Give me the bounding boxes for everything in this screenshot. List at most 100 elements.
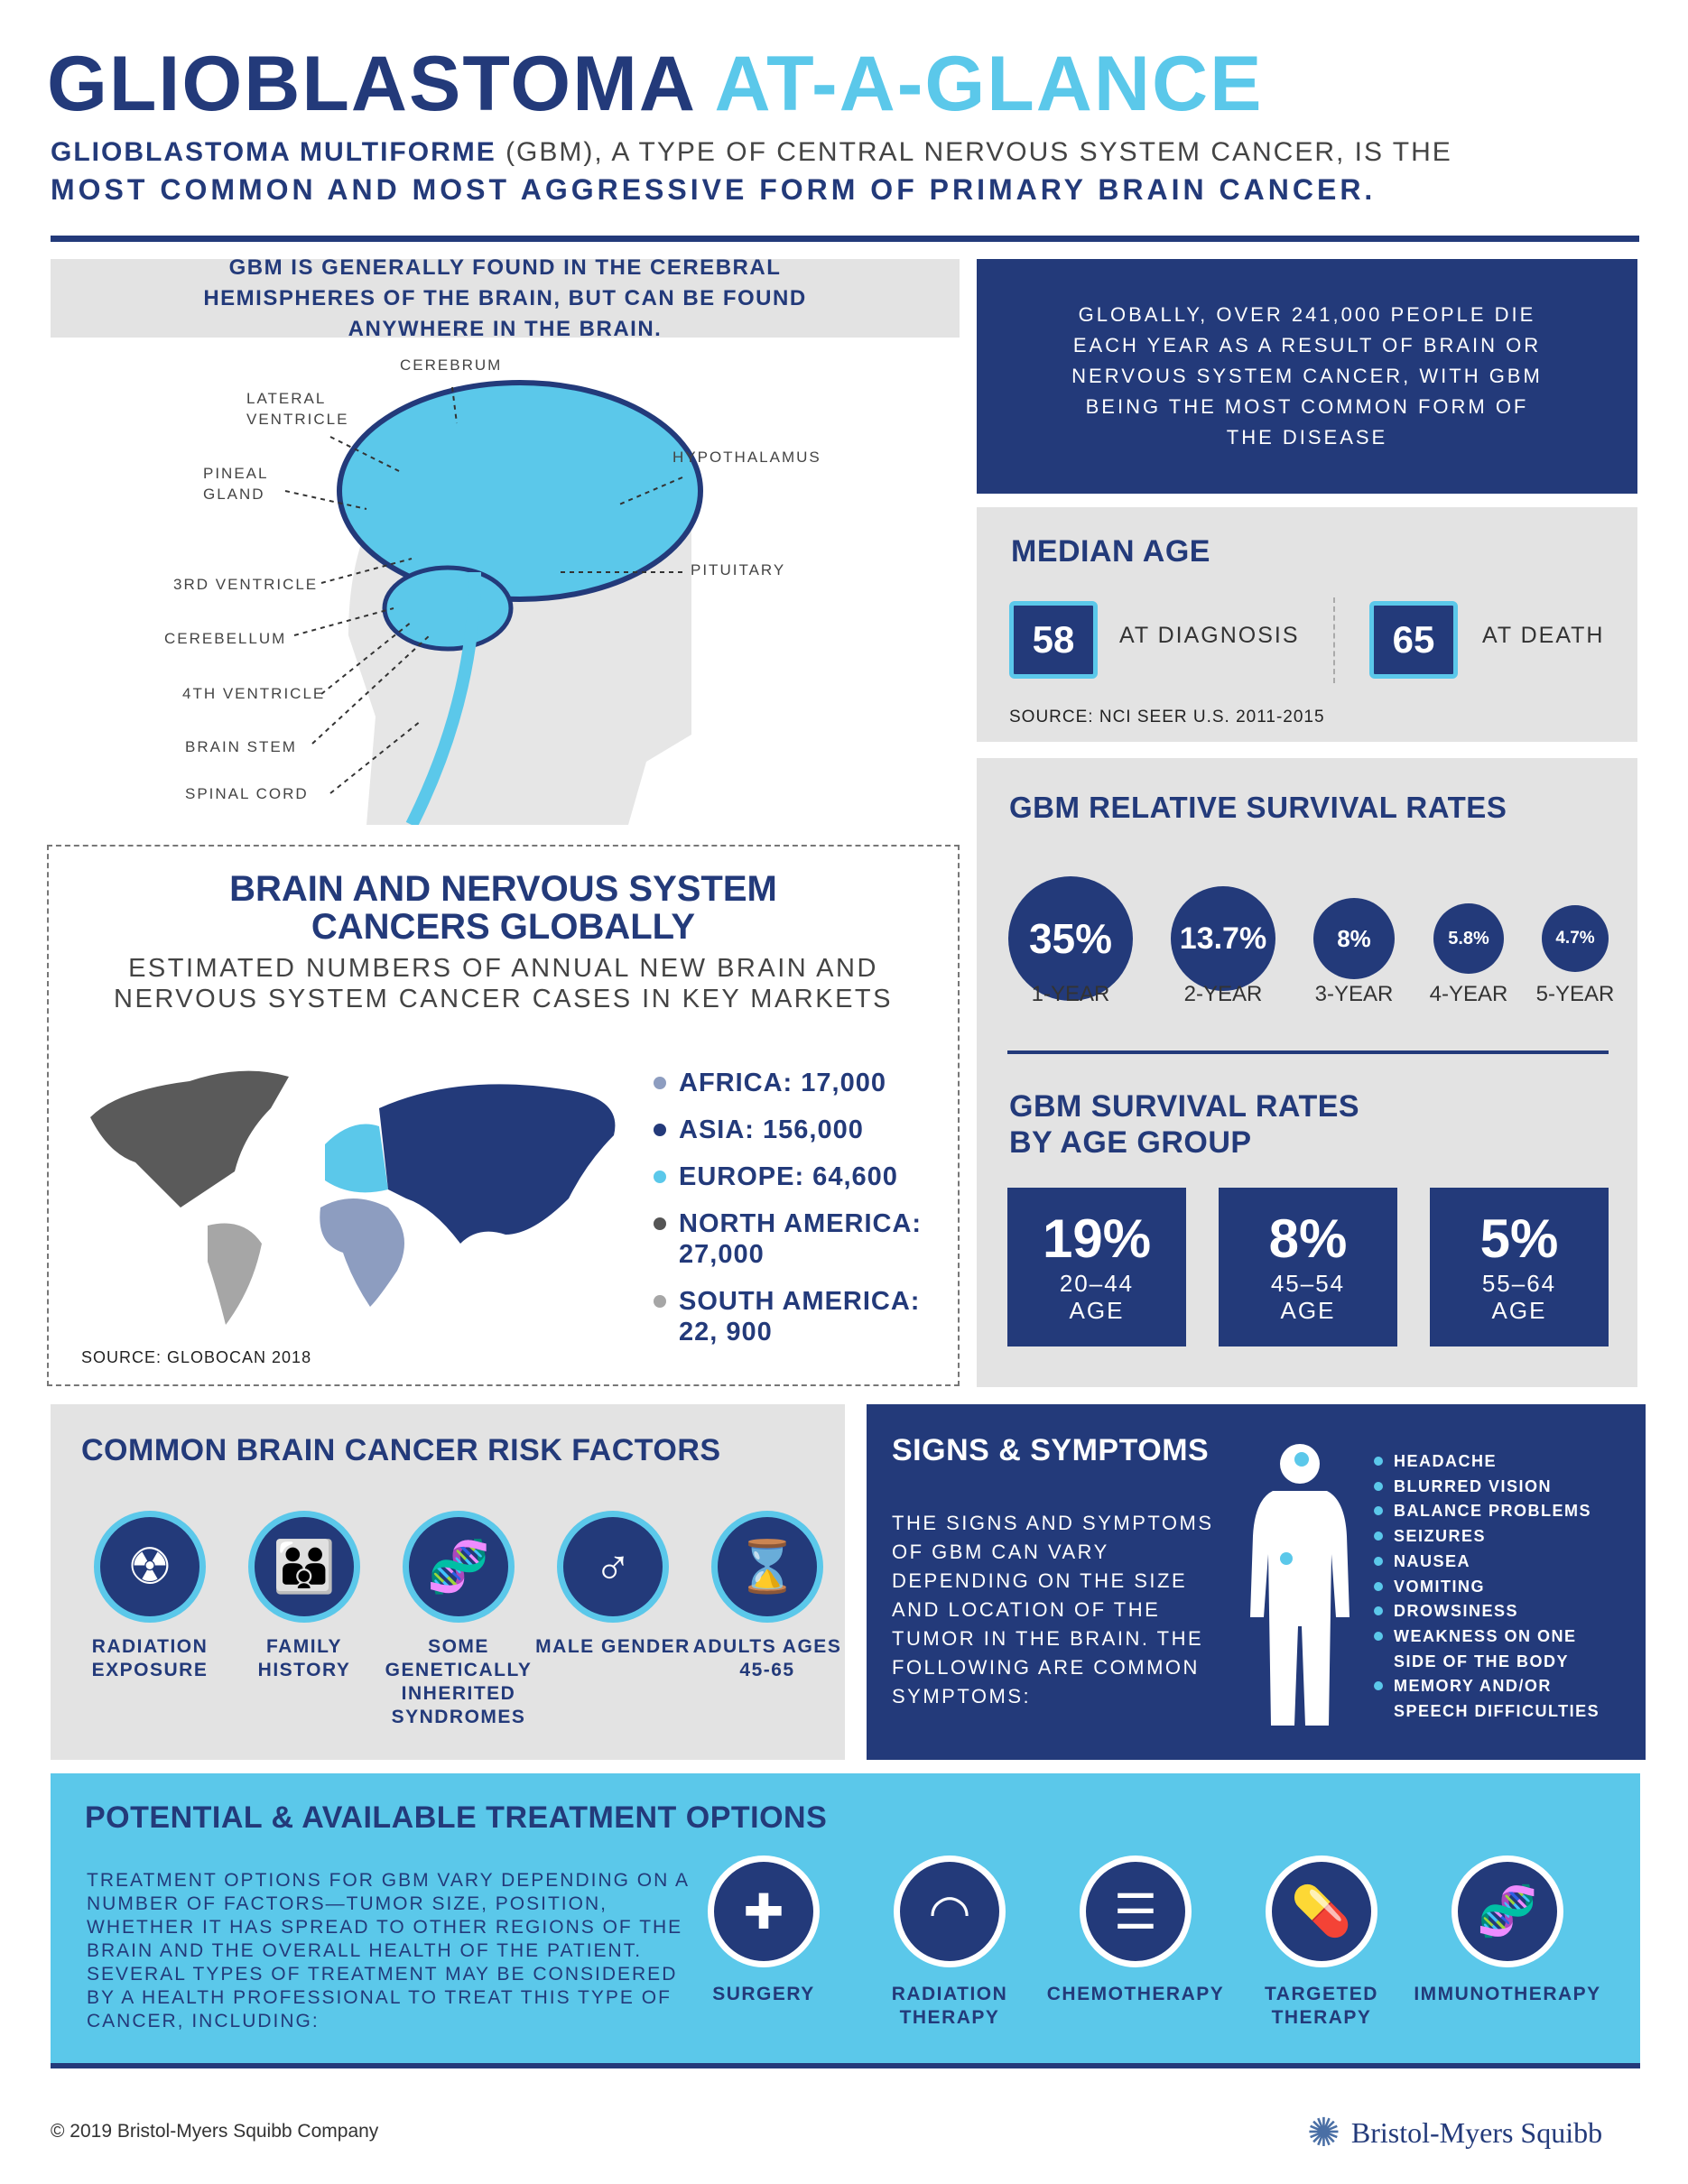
label-cerebrum: CEREBRUM [400,356,503,374]
separator [1333,597,1335,683]
legend-label: SOUTH AMERICA: 22, 900 [679,1287,921,1346]
subtitle-line1: GLIOBLASTOMA MULTIFORME (GBM), A TYPE OF… [51,137,1452,167]
treatment-text: TREATMENT OPTIONS FOR GBM VARY DEPENDING… [87,1870,689,2031]
dna-icon: 🧬 [403,1511,515,1623]
calendar-death-icon: 65 [1369,601,1458,679]
median-age-panel: MEDIAN AGE 58 AT DIAGNOSIS 65 AT DEATH S… [977,507,1637,742]
survival-year-label: 5-YEAR [1535,982,1615,1006]
survival-year-label: 3-YEAR [1314,982,1394,1006]
survival-year-label: 1-YEAR [1031,982,1110,1006]
spinal-cord-shape [405,571,481,825]
legend-dot-icon [654,1217,666,1230]
treatment-label: SURGERY [712,1984,815,2004]
radiation-icon: ☢ [94,1511,206,1623]
legend-item: AFRICA: 17,000 [654,1068,942,1098]
treatment-panel: POTENTIAL & AVAILABLE TREATMENT OPTIONS … [51,1773,1640,2068]
label-pineal-gland: PINEAL GLAND [203,465,268,503]
brain-heading: GBM IS GENERALLY FOUND IN THE CEREBRAL H… [51,255,960,341]
symptom-item: NAUSEA [1374,1550,1600,1575]
risk-label: MALE GENDER [535,1636,691,1657]
brand-logo: ✺ Bristol-Myers Squibb [1307,2111,1603,2155]
first-aid-kit-icon: ✚ [708,1855,820,1967]
legend-label: AFRICA: 17,000 [679,1069,886,1097]
symptom-item: WEAKNESS ON ONE [1374,1624,1600,1650]
male-icon: ♂ [557,1511,669,1623]
symptom-item: DROWSINESS [1374,1599,1600,1624]
cancers-source: SOURCE: GLOBOCAN 2018 [81,1348,312,1366]
survival-circle: 5.8% [1433,903,1504,974]
diagnosis-label: AT DIAGNOSIS [1119,623,1300,648]
age-group-box: 19% 20–44 AGE [1007,1188,1186,1346]
cerebellum-shape [382,565,514,652]
treatment-label: IMMUNOTHERAPY [1414,1984,1601,2004]
age-range: 55–64 [1481,1270,1557,1297]
age-range: 45–54 [1270,1270,1346,1297]
risk-label: RADIATION EXPOSURE [91,1636,209,1680]
signs-text: THE SIGNS AND SYMPTOMS OF GBM CAN VARY D… [892,1512,1214,1707]
label-4th-ventricle: 4TH VENTRICLE [182,685,326,702]
label-leader-lines [284,386,683,794]
median-source: SOURCE: NCI SEER U.S. 2011-2015 [1009,708,1325,726]
cancers-title: BRAIN AND NERVOUS SYSTEM CANCERS GLOBALLY [229,869,777,947]
legend-dot-icon [654,1124,666,1136]
family-icon: 👪 [248,1511,360,1623]
survival-year-label: 2-YEAR [1183,982,1263,1006]
risk-label: ADULTS AGES 45-65 [692,1636,842,1680]
iv-bag-icon: ☰ [1080,1855,1192,1967]
legend-label: EUROPE: 64,600 [679,1162,898,1191]
label-lateral-ventricle: LATERAL VENTRICLE [246,390,349,428]
brain-diagram [284,380,703,825]
symptom-item: HEADACHE [1374,1449,1600,1475]
age-rate: 8% [1268,1208,1348,1269]
symptom-item: SPEECH DIFFICULTIES [1394,1702,1600,1721]
label-brain-stem: BRAIN STEM [185,738,297,755]
survival-circle: 35% [1008,876,1133,1001]
signs-title: SIGNS & SYMPTOMS [892,1433,1210,1467]
africa-shape [320,1198,404,1307]
treatment-label: CHEMOTHERAPY [1046,1984,1225,2004]
cancers-globally-panel: BRAIN AND NERVOUS SYSTEM CANCERS GLOBALLY… [47,845,960,1386]
hourglass-icon: ⌛ [711,1511,823,1623]
treatment-title: POTENTIAL & AVAILABLE TREATMENT OPTIONS [85,1800,828,1835]
symptom-item: BLURRED VISION [1374,1475,1600,1500]
legend-dot-icon [654,1077,666,1089]
north-america-shape [90,1070,289,1208]
risk-title: COMMON BRAIN CANCER RISK FACTORS [81,1433,721,1467]
legend-label: ASIA: 156,000 [679,1115,864,1144]
legend-item: EUROPE: 64,600 [654,1161,942,1192]
survival-circle: 13.7% [1171,886,1275,991]
symptom-item: BALANCE PROBLEMS [1374,1499,1600,1524]
age-unit: AGE [1069,1297,1125,1324]
symptom-item: MEMORY AND/OR [1374,1674,1600,1699]
legend-dot-icon [654,1171,666,1183]
label-cerebellum: CEREBELLUM [164,630,287,647]
legend-item: ASIA: 156,000 [654,1115,942,1145]
bms-logo-icon: ✺ [1307,2111,1340,2155]
south-america-shape [208,1223,262,1325]
world-map [90,1070,616,1325]
cerebrum-shape [337,380,703,602]
subtitle-line2: MOST COMMON AND MOST AGGRESSIVE FORM OF … [51,173,1377,206]
symptom-item: SIDE OF THE BODY [1394,1652,1570,1670]
survival-panel: GBM RELATIVE SURVIVAL RATES 35% 1-YEAR 13.… [977,758,1637,1387]
symptom-item: SEIZURES [1374,1524,1600,1550]
survival-circle: 8% [1313,898,1395,979]
symptom-item: VOMITING [1374,1575,1600,1600]
age-unit: AGE [1491,1297,1547,1324]
label-hypothalamus: HYPOTHALAMUS [672,449,821,466]
page-title: GLIOBLASTOMA AT-A-GLANCE [47,41,1264,127]
median-age-title: MEDIAN AGE [1011,534,1210,569]
europe-shape [325,1124,388,1193]
global-deaths-box: GLOBALLY, OVER 241,000 PEOPLE DIE EACH Y… [977,259,1637,494]
risk-label: FAMILY HISTORY [257,1636,351,1680]
age-rate: 19% [1042,1208,1152,1269]
age-group-box: 8% 45–54 AGE [1219,1188,1397,1346]
treatment-label: TARGETED THERAPY [1265,1984,1378,2028]
age-group-title: GBM SURVIVAL RATES BY AGE GROUP [1009,1089,1360,1160]
label-3rd-ventricle: 3RD VENTRICLE [173,576,319,593]
dna-icon: 🧬 [1451,1855,1563,1967]
death-label: AT DEATH [1482,623,1605,648]
human-body-icon [1250,1444,1349,1726]
pills-icon: 💊 [1266,1855,1377,1967]
calendar-diagnosis-icon: 58 [1009,601,1098,679]
